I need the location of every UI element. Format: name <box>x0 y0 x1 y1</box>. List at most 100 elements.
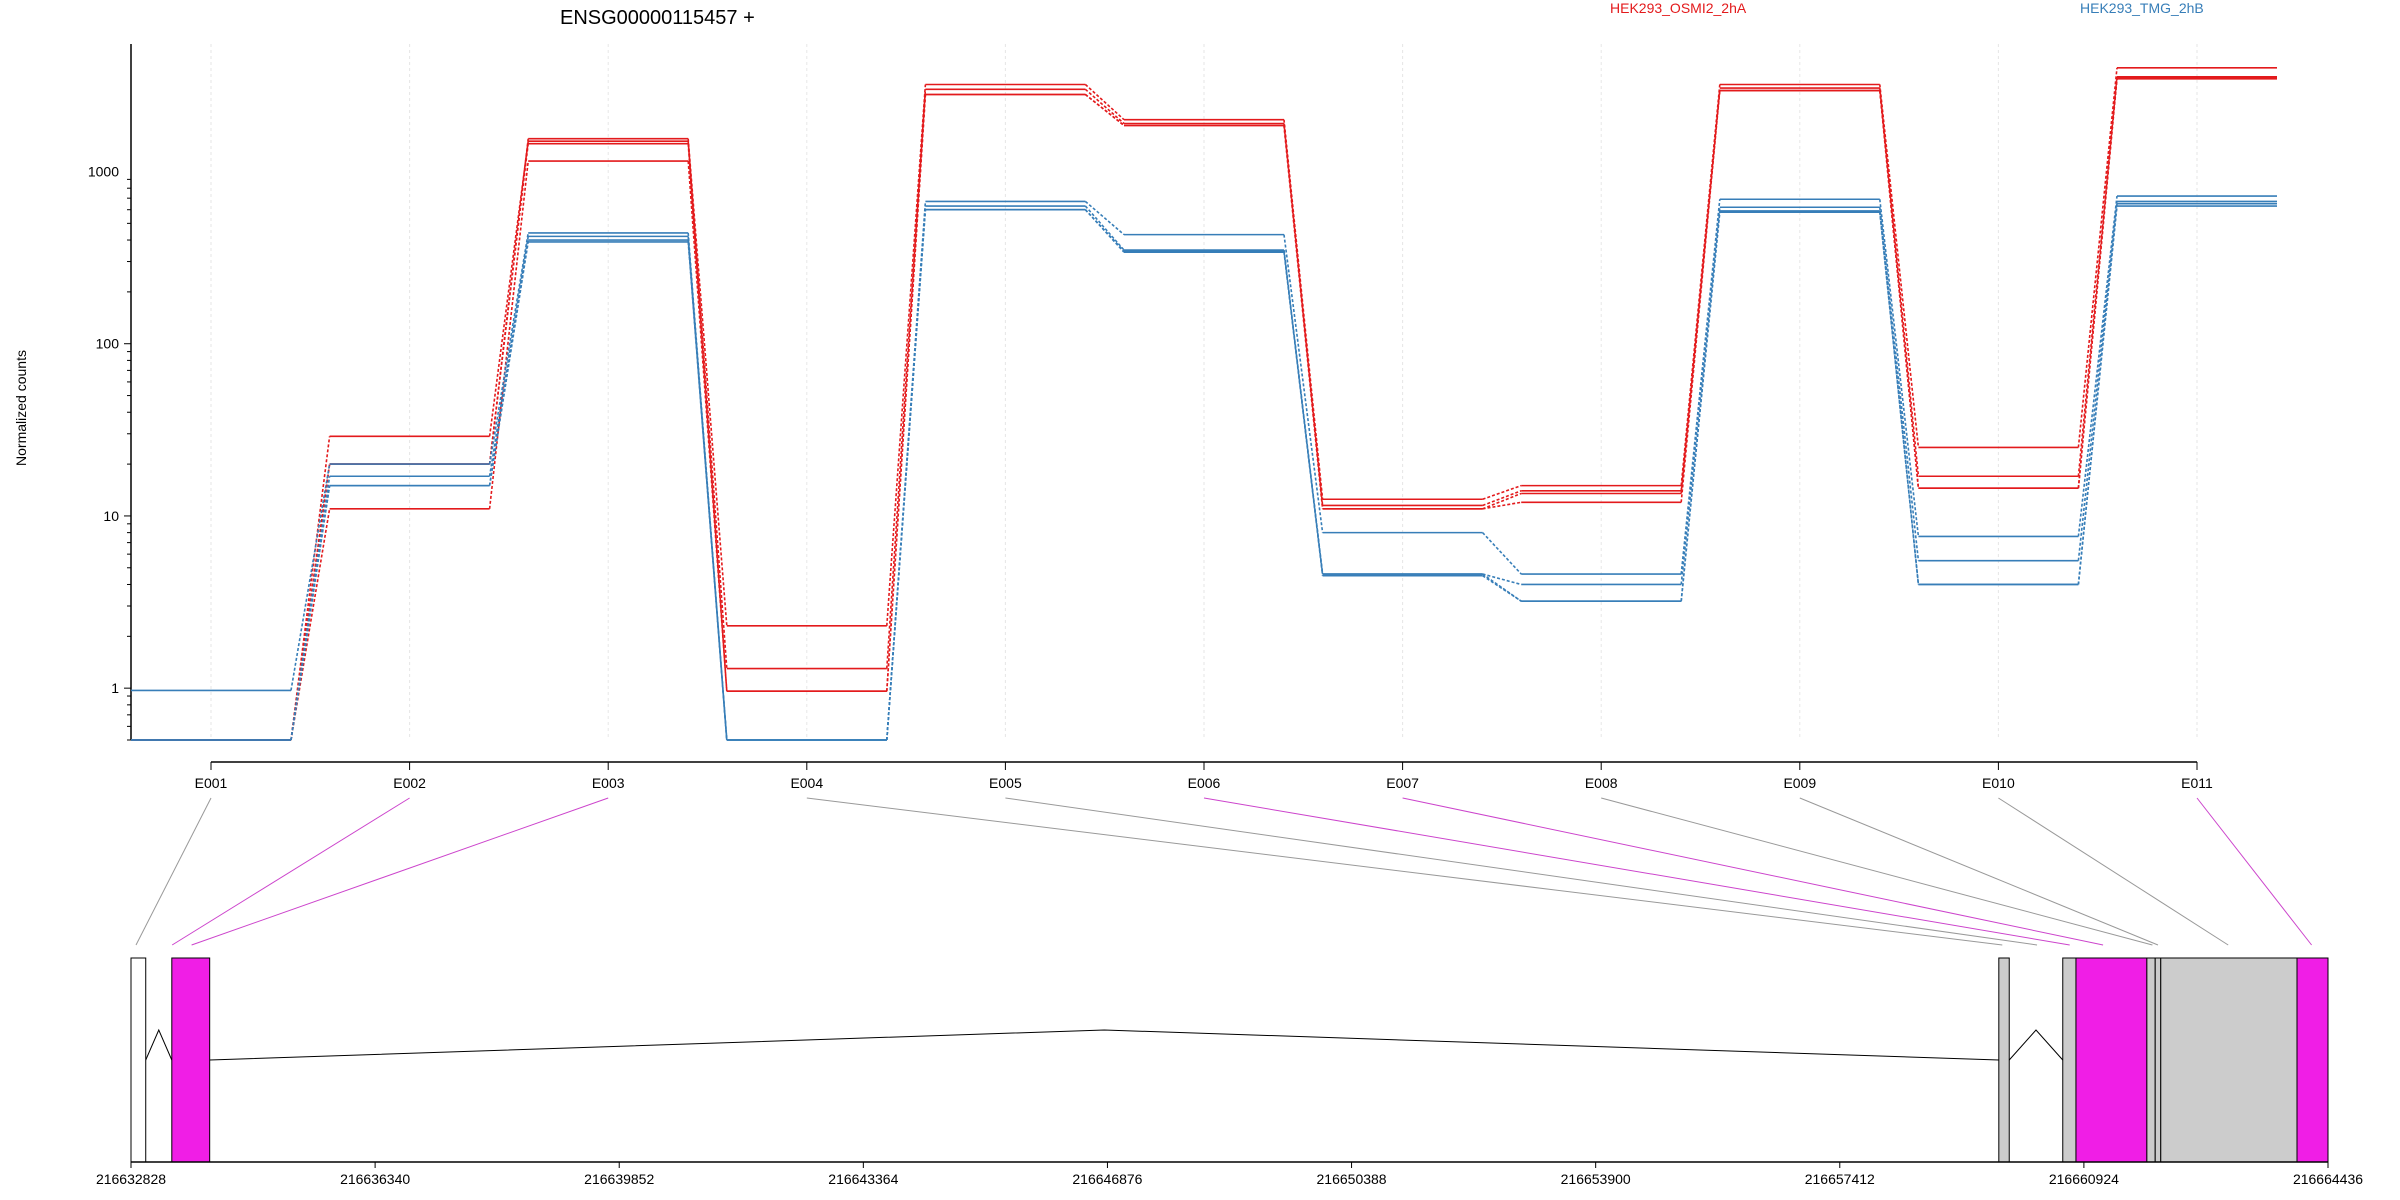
connector-segment <box>488 143 529 465</box>
gridlines <box>210 44 2198 740</box>
connector-segment <box>1283 234 1324 533</box>
exon-link <box>1601 797 2153 946</box>
exon-box <box>2154 957 2162 1163</box>
connector-segment <box>1680 212 1721 602</box>
connector-segment <box>290 485 331 741</box>
connector-segment <box>1482 532 1522 575</box>
exon-box <box>171 957 211 1163</box>
y-axis-ticks: 1 10 100 1000 <box>88 164 131 741</box>
connector-segment <box>1879 90 1920 489</box>
connector-segment <box>1680 207 1721 585</box>
intron-line <box>209 1029 1999 1061</box>
connector-segment <box>1084 209 1125 253</box>
x-axis-ticks: E001 E002 E003 E004 E005 E006 E007 E008 E009 E010… <box>195 762 2213 791</box>
exon-link-lines <box>135 797 2312 946</box>
legend-entry-osmi2: HEK293_OSMI2_2hA <box>1610 0 1747 16</box>
connector-segment <box>1482 501 1522 510</box>
x-tick-label: E001 <box>195 775 228 791</box>
x-tick-label: E009 <box>1783 775 1816 791</box>
x-tick-label: E005 <box>989 775 1022 791</box>
x-tick-label: E011 <box>2181 775 2213 791</box>
exon-link <box>806 797 2003 946</box>
exon-link <box>191 797 609 946</box>
connector-segment <box>1879 199 1920 537</box>
y-axis-title: Normalized counts <box>13 350 29 466</box>
connector-segment <box>1482 573 1522 602</box>
connector-segment <box>1283 125 1324 509</box>
coordinate-label: 216643364 <box>828 1171 898 1187</box>
connector-segment <box>1084 200 1125 236</box>
connector-segment <box>488 160 529 509</box>
connector-segment <box>886 84 927 626</box>
connector-segment <box>290 485 331 741</box>
x-tick-label: E007 <box>1386 775 1419 791</box>
exon-link <box>1203 797 2070 946</box>
exon-box <box>2146 957 2156 1163</box>
connector-segment <box>687 241 728 741</box>
exon-box <box>2075 957 2148 1163</box>
x-tick-label: E008 <box>1585 775 1618 791</box>
connector-segment <box>1482 574 1522 602</box>
connector-segment <box>488 241 529 486</box>
connector-segment <box>1084 209 1125 252</box>
connector-segment <box>886 209 927 741</box>
connector-segment <box>2077 67 2118 448</box>
chart-title: ENSG00000115457 + <box>560 7 755 29</box>
x-tick-label: E010 <box>1982 775 2015 791</box>
connector-segment <box>1482 490 1522 507</box>
exon-link <box>1799 797 2159 946</box>
x-tick-label: E006 <box>1188 775 1221 791</box>
exon-link <box>1402 797 2104 946</box>
connector-segment <box>2077 205 2118 585</box>
connector-segment <box>1283 123 1324 506</box>
exon-link <box>1005 797 2038 946</box>
x-tick-label: E002 <box>393 775 426 791</box>
y-tick-label: 1 <box>111 680 119 696</box>
connector-segment <box>1084 88 1125 125</box>
exon-link <box>2196 797 2312 946</box>
exon-link <box>135 797 212 946</box>
connector-segment <box>1283 252 1324 576</box>
connector-segment <box>1680 199 1721 575</box>
connector-segment <box>687 239 728 741</box>
connector-segment <box>1482 484 1522 501</box>
exon-box <box>2062 957 2077 1163</box>
exon-link <box>171 797 410 946</box>
connector-segment <box>1084 205 1125 251</box>
connector-segment <box>1482 492 1522 510</box>
gene-model <box>130 957 2329 1163</box>
connector-segment <box>1084 93 1125 127</box>
y-tick-label: 100 <box>96 336 120 352</box>
connector-segment <box>1879 207 1920 561</box>
connector-segment <box>687 141 728 669</box>
coordinate-label: 216657412 <box>1805 1171 1875 1187</box>
coordinate-label: 216632828 <box>96 1171 166 1187</box>
exon-box <box>130 957 147 1163</box>
connector-segment <box>2077 78 2118 489</box>
exon-box <box>2160 957 2298 1163</box>
y-tick-label: 1000 <box>88 164 119 180</box>
connector-segment <box>1482 573 1522 586</box>
intron-line <box>145 1028 173 1061</box>
connector-segment <box>2077 195 2118 537</box>
x-tick-label: E003 <box>592 775 625 791</box>
connector-segment <box>2077 201 2118 561</box>
coordinate-label: 216660924 <box>2049 1171 2119 1187</box>
exon-link <box>1998 797 2229 946</box>
connector-segment <box>1879 212 1920 585</box>
series-lines <box>131 67 2277 741</box>
coordinate-label: 216653900 <box>1561 1171 1631 1187</box>
connector-segment <box>687 160 728 692</box>
connector-segment <box>687 138 728 626</box>
coordinate-label: 216636340 <box>340 1171 410 1187</box>
legend-entry-tmg: HEK293_TMG_2hB <box>2080 0 2204 16</box>
coordinate-label: 216646876 <box>1072 1171 1142 1187</box>
connector-segment <box>1084 83 1125 121</box>
exon-box <box>2296 957 2329 1163</box>
y-tick-label: 10 <box>103 508 119 524</box>
coordinate-label: 216639852 <box>584 1171 654 1187</box>
connector-segment <box>886 89 927 669</box>
genomic-coordinate-axis: 216632828 216636340 216639852 216643364 2166… <box>96 1161 2363 1187</box>
connector-segment <box>1680 90 1721 503</box>
